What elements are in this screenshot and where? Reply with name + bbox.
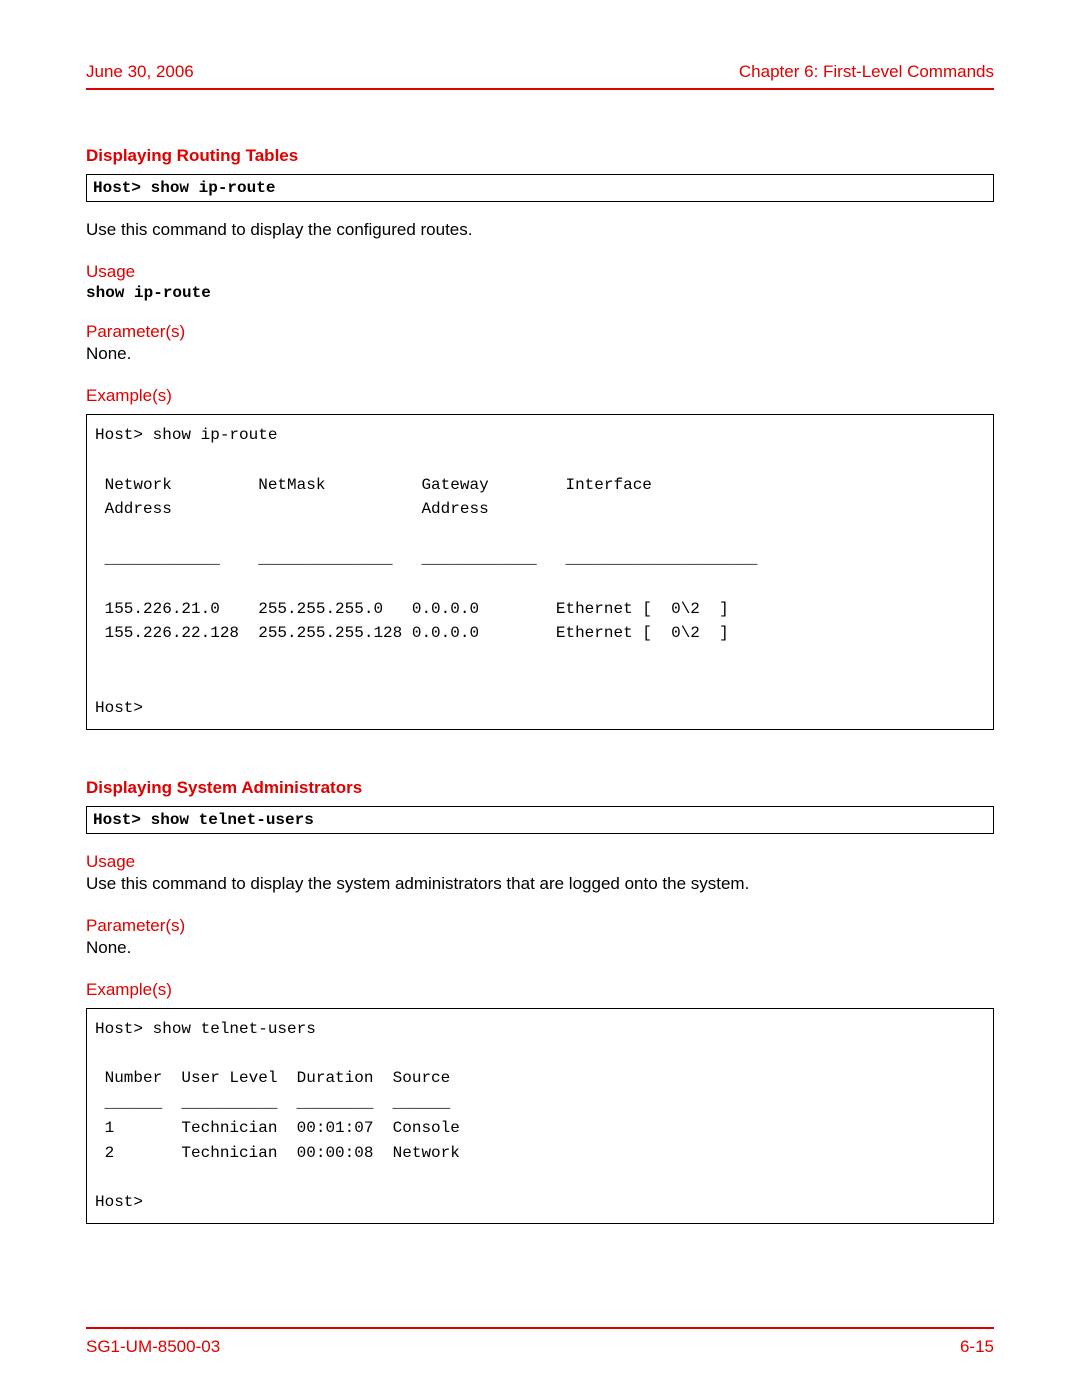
page-content: June 30, 2006 Chapter 6: First-Level Com… [86, 62, 994, 1224]
footer-page-num: 6-15 [960, 1337, 994, 1357]
page-footer: SG1-UM-8500-03 6-15 [86, 1327, 994, 1357]
parameters-value-admins: None. [86, 938, 994, 958]
header-date: June 30, 2006 [86, 62, 194, 82]
usage-label-routing: Usage [86, 262, 994, 282]
routing-description: Use this command to display the configur… [86, 220, 994, 240]
section-title-routing: Displaying Routing Tables [86, 146, 994, 166]
footer-doc-id: SG1-UM-8500-03 [86, 1337, 220, 1357]
parameters-label-admins: Parameter(s) [86, 916, 994, 936]
parameters-label-routing: Parameter(s) [86, 322, 994, 342]
page-header: June 30, 2006 Chapter 6: First-Level Com… [86, 62, 994, 90]
example-output-admins: Host> show telnet-users Number User Leve… [86, 1008, 994, 1224]
usage-text-admins: Use this command to display the system a… [86, 874, 994, 894]
command-box-routing: Host> show ip-route [86, 174, 994, 202]
command-box-admins: Host> show telnet-users [86, 806, 994, 834]
usage-label-admins: Usage [86, 852, 994, 872]
header-chapter: Chapter 6: First-Level Commands [739, 62, 994, 82]
section-title-admins: Displaying System Administrators [86, 778, 994, 798]
parameters-value-routing: None. [86, 344, 994, 364]
examples-label-admins: Example(s) [86, 980, 994, 1000]
usage-cmd-routing: show ip-route [86, 284, 994, 302]
examples-label-routing: Example(s) [86, 386, 994, 406]
example-output-routing: Host> show ip-route Network NetMask Gate… [86, 414, 994, 730]
